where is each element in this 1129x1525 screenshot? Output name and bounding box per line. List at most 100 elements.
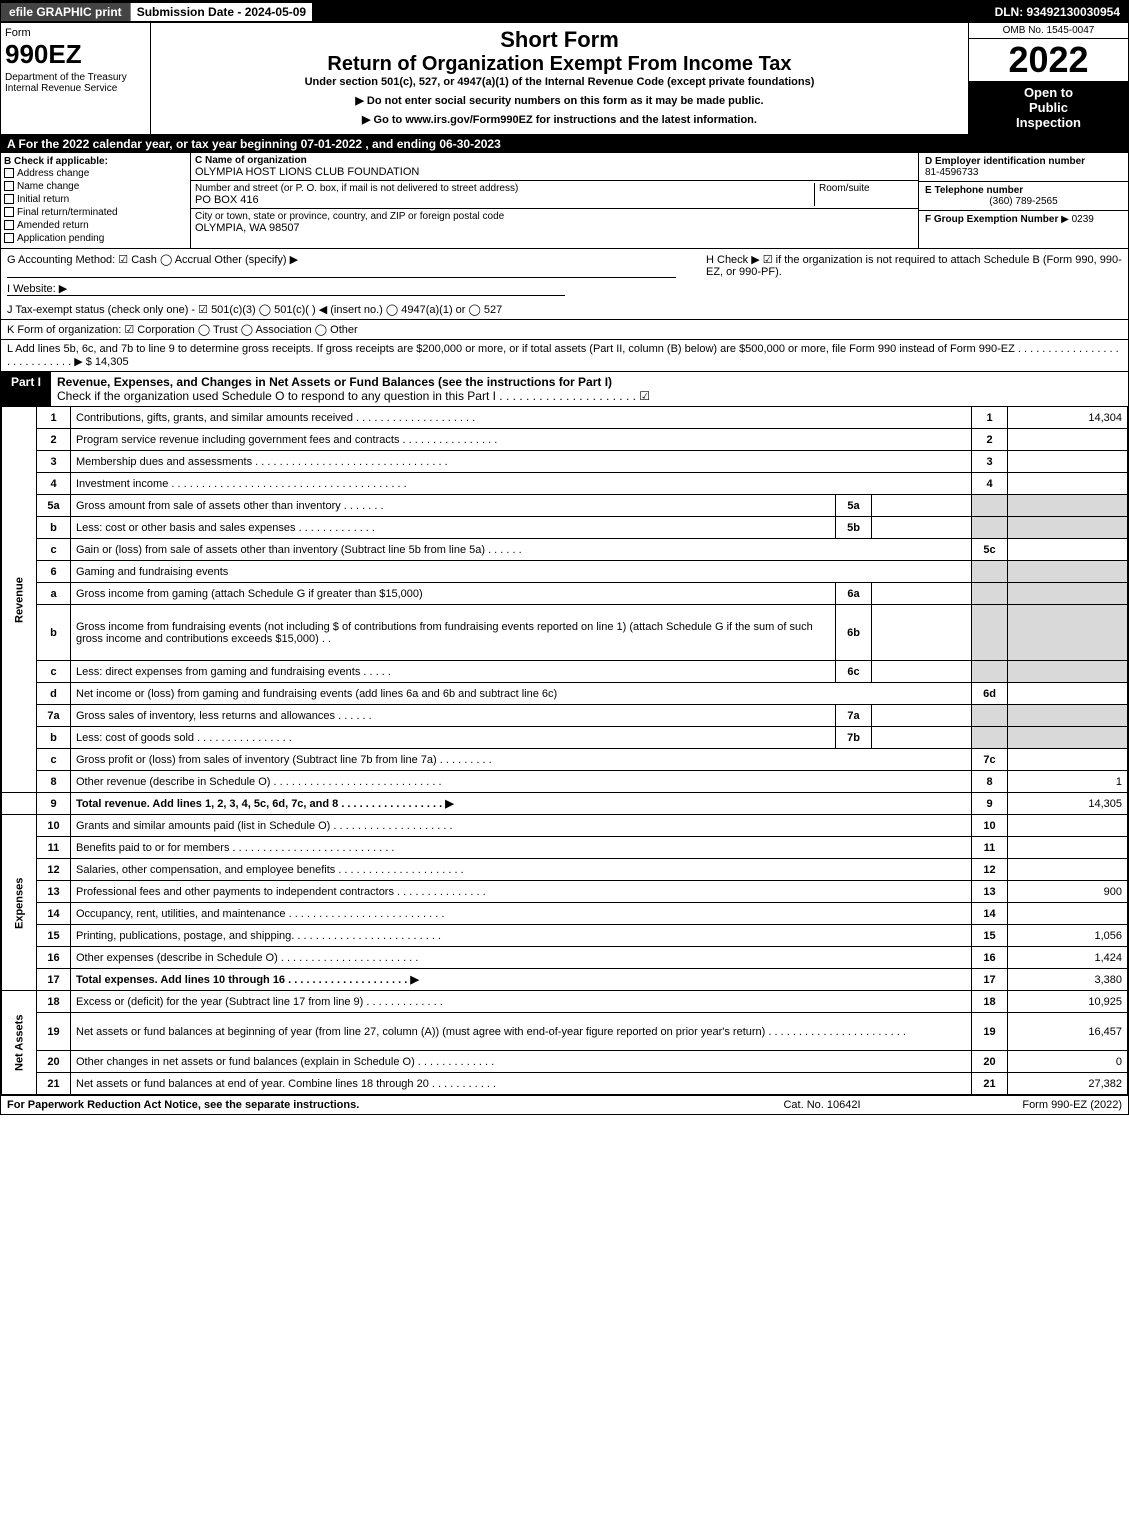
section-def: D Employer identification number 81-4596… bbox=[918, 153, 1128, 248]
line-7a: 7aGross sales of inventory, less returns… bbox=[2, 705, 1128, 727]
row-gh: G Accounting Method: ☑ Cash ◯ Accrual Ot… bbox=[1, 249, 1128, 282]
phone: (360) 789-2565 bbox=[925, 196, 1122, 207]
ein-cell: D Employer identification number 81-4596… bbox=[919, 153, 1128, 182]
part1-table: Revenue 1 Contributions, gifts, grants, … bbox=[1, 406, 1128, 1095]
line-6c: cLess: direct expenses from gaming and f… bbox=[2, 661, 1128, 683]
street: PO BOX 416 bbox=[195, 194, 814, 206]
amt-17: 3,380 bbox=[1008, 969, 1128, 991]
line-6b: bGross income from fundraising events (n… bbox=[2, 605, 1128, 661]
amt-20: 0 bbox=[1008, 1051, 1128, 1073]
b-label: B Check if applicable: bbox=[4, 156, 187, 167]
amt-8: 1 bbox=[1008, 771, 1128, 793]
line-15: 15Printing, publications, postage, and s… bbox=[2, 925, 1128, 947]
revenue-label: Revenue bbox=[2, 407, 37, 793]
chk-address-change[interactable]: Address change bbox=[4, 167, 187, 180]
line-16: 16Other expenses (describe in Schedule O… bbox=[2, 947, 1128, 969]
tax-year: 2022 bbox=[969, 39, 1128, 81]
group-exemption-cell: F Group Exemption Number ▶ 0239 bbox=[919, 211, 1128, 228]
header-right: OMB No. 1545-0047 2022 Open to Public In… bbox=[968, 23, 1128, 134]
row-a-tax-year: A For the 2022 calendar year, or tax yea… bbox=[1, 135, 1128, 153]
line-17: 17Total expenses. Add lines 10 through 1… bbox=[2, 969, 1128, 991]
part1-label: Part I bbox=[1, 372, 51, 406]
line-20: 20Other changes in net assets or fund ba… bbox=[2, 1051, 1128, 1073]
header-left: Form 990EZ Department of the Treasury In… bbox=[1, 23, 151, 134]
line-7b: bLess: cost of goods sold . . . . . . . … bbox=[2, 727, 1128, 749]
amt-13: 900 bbox=[1008, 881, 1128, 903]
org-name-row: C Name of organization OLYMPIA HOST LION… bbox=[191, 153, 918, 181]
org-name: OLYMPIA HOST LIONS CLUB FOUNDATION bbox=[195, 166, 914, 178]
footer-right: Form 990-EZ (2022) bbox=[922, 1099, 1122, 1111]
amt-21: 27,382 bbox=[1008, 1073, 1128, 1095]
instr-ssn: ▶ Do not enter social security numbers o… bbox=[155, 88, 964, 107]
k-form-org: K Form of organization: ☑ Corporation ◯ … bbox=[1, 320, 1128, 340]
city: OLYMPIA, WA 98507 bbox=[195, 222, 914, 234]
dept: Department of the Treasury Internal Reve… bbox=[5, 70, 146, 94]
netassets-label: Net Assets bbox=[2, 991, 37, 1095]
info-grid: B Check if applicable: Address change Na… bbox=[1, 153, 1128, 249]
line-11: 11Benefits paid to or for members . . . … bbox=[2, 837, 1128, 859]
chk-name-change[interactable]: Name change bbox=[4, 180, 187, 193]
title-short-form: Short Form bbox=[155, 27, 964, 53]
g-accounting: G Accounting Method: ☑ Cash ◯ Accrual Ot… bbox=[7, 253, 676, 278]
amt-18: 10,925 bbox=[1008, 991, 1128, 1013]
line-2: 2Program service revenue including gover… bbox=[2, 429, 1128, 451]
line-5a: 5aGross amount from sale of assets other… bbox=[2, 495, 1128, 517]
row-i: I Website: ▶ bbox=[1, 282, 1128, 300]
instr-url: ▶ Go to www.irs.gov/Form990EZ for instru… bbox=[155, 107, 964, 126]
header-mid: Short Form Return of Organization Exempt… bbox=[151, 23, 968, 134]
line-14: 14Occupancy, rent, utilities, and mainte… bbox=[2, 903, 1128, 925]
form-word: Form bbox=[5, 27, 146, 39]
line-9: 9Total revenue. Add lines 1, 2, 3, 4, 5c… bbox=[2, 793, 1128, 815]
open-to-public: Open to Public Inspection bbox=[969, 81, 1128, 134]
line-8: 8Other revenue (describe in Schedule O) … bbox=[2, 771, 1128, 793]
part1-sub: Check if the organization used Schedule … bbox=[57, 389, 650, 403]
line-19: 19Net assets or fund balances at beginni… bbox=[2, 1013, 1128, 1051]
expenses-label: Expenses bbox=[2, 815, 37, 991]
footer-left: For Paperwork Reduction Act Notice, see … bbox=[7, 1099, 722, 1111]
efile-label: efile GRAPHIC print bbox=[1, 3, 131, 21]
line-5b: bLess: cost or other basis and sales exp… bbox=[2, 517, 1128, 539]
i-website: I Website: ▶ bbox=[7, 282, 565, 296]
part1-header: Part I Revenue, Expenses, and Changes in… bbox=[1, 372, 1128, 406]
chk-application-pending[interactable]: Application pending bbox=[4, 232, 187, 245]
ein: 81-4596733 bbox=[925, 167, 1122, 178]
topbar: efile GRAPHIC print Submission Date - 20… bbox=[1, 1, 1128, 23]
phone-cell: E Telephone number (360) 789-2565 bbox=[919, 182, 1128, 211]
city-row: City or town, state or province, country… bbox=[191, 209, 918, 236]
chk-amended-return[interactable]: Amended return bbox=[4, 219, 187, 232]
j-tax-exempt: J Tax-exempt status (check only one) - ☑… bbox=[1, 300, 1128, 320]
amt-9: 14,305 bbox=[1008, 793, 1128, 815]
title-return: Return of Organization Exempt From Incom… bbox=[155, 53, 964, 76]
line-10: Expenses 10Grants and similar amounts pa… bbox=[2, 815, 1128, 837]
amt-1: 14,304 bbox=[1008, 407, 1128, 429]
dln: DLN: 93492130030954 bbox=[987, 3, 1128, 21]
line-6: 6Gaming and fundraising events bbox=[2, 561, 1128, 583]
form-header: Form 990EZ Department of the Treasury In… bbox=[1, 23, 1128, 135]
form-number: 990EZ bbox=[5, 39, 146, 70]
group-exemption: ▶ 0239 bbox=[1061, 214, 1094, 225]
h-schedule-b: H Check ▶ ☑ if the organization is not r… bbox=[676, 253, 1122, 278]
section-c: C Name of organization OLYMPIA HOST LION… bbox=[191, 153, 918, 248]
l-gross-receipts: L Add lines 5b, 6c, and 7b to line 9 to … bbox=[1, 340, 1128, 372]
chk-initial-return[interactable]: Initial return bbox=[4, 193, 187, 206]
street-row: Number and street (or P. O. box, if mail… bbox=[191, 181, 918, 209]
line-6d: dNet income or (loss) from gaming and fu… bbox=[2, 683, 1128, 705]
omb: OMB No. 1545-0047 bbox=[969, 23, 1128, 39]
section-b: B Check if applicable: Address change Na… bbox=[1, 153, 191, 248]
amt-16: 1,424 bbox=[1008, 947, 1128, 969]
amt-15: 1,056 bbox=[1008, 925, 1128, 947]
page-footer: For Paperwork Reduction Act Notice, see … bbox=[1, 1095, 1128, 1114]
line-6a: aGross income from gaming (attach Schedu… bbox=[2, 583, 1128, 605]
chk-final-return[interactable]: Final return/terminated bbox=[4, 206, 187, 219]
line-7c: cGross profit or (loss) from sales of in… bbox=[2, 749, 1128, 771]
amt-19: 16,457 bbox=[1008, 1013, 1128, 1051]
line-21: 21Net assets or fund balances at end of … bbox=[2, 1073, 1128, 1095]
line-13: 13Professional fees and other payments t… bbox=[2, 881, 1128, 903]
line-1: Revenue 1 Contributions, gifts, grants, … bbox=[2, 407, 1128, 429]
line-5c: cGain or (loss) from sale of assets othe… bbox=[2, 539, 1128, 561]
line-12: 12Salaries, other compensation, and empl… bbox=[2, 859, 1128, 881]
footer-center: Cat. No. 10642I bbox=[722, 1099, 922, 1111]
subtitle: Under section 501(c), 527, or 4947(a)(1)… bbox=[155, 76, 964, 88]
line-4: 4Investment income . . . . . . . . . . .… bbox=[2, 473, 1128, 495]
form-990ez-page: efile GRAPHIC print Submission Date - 20… bbox=[0, 0, 1129, 1115]
